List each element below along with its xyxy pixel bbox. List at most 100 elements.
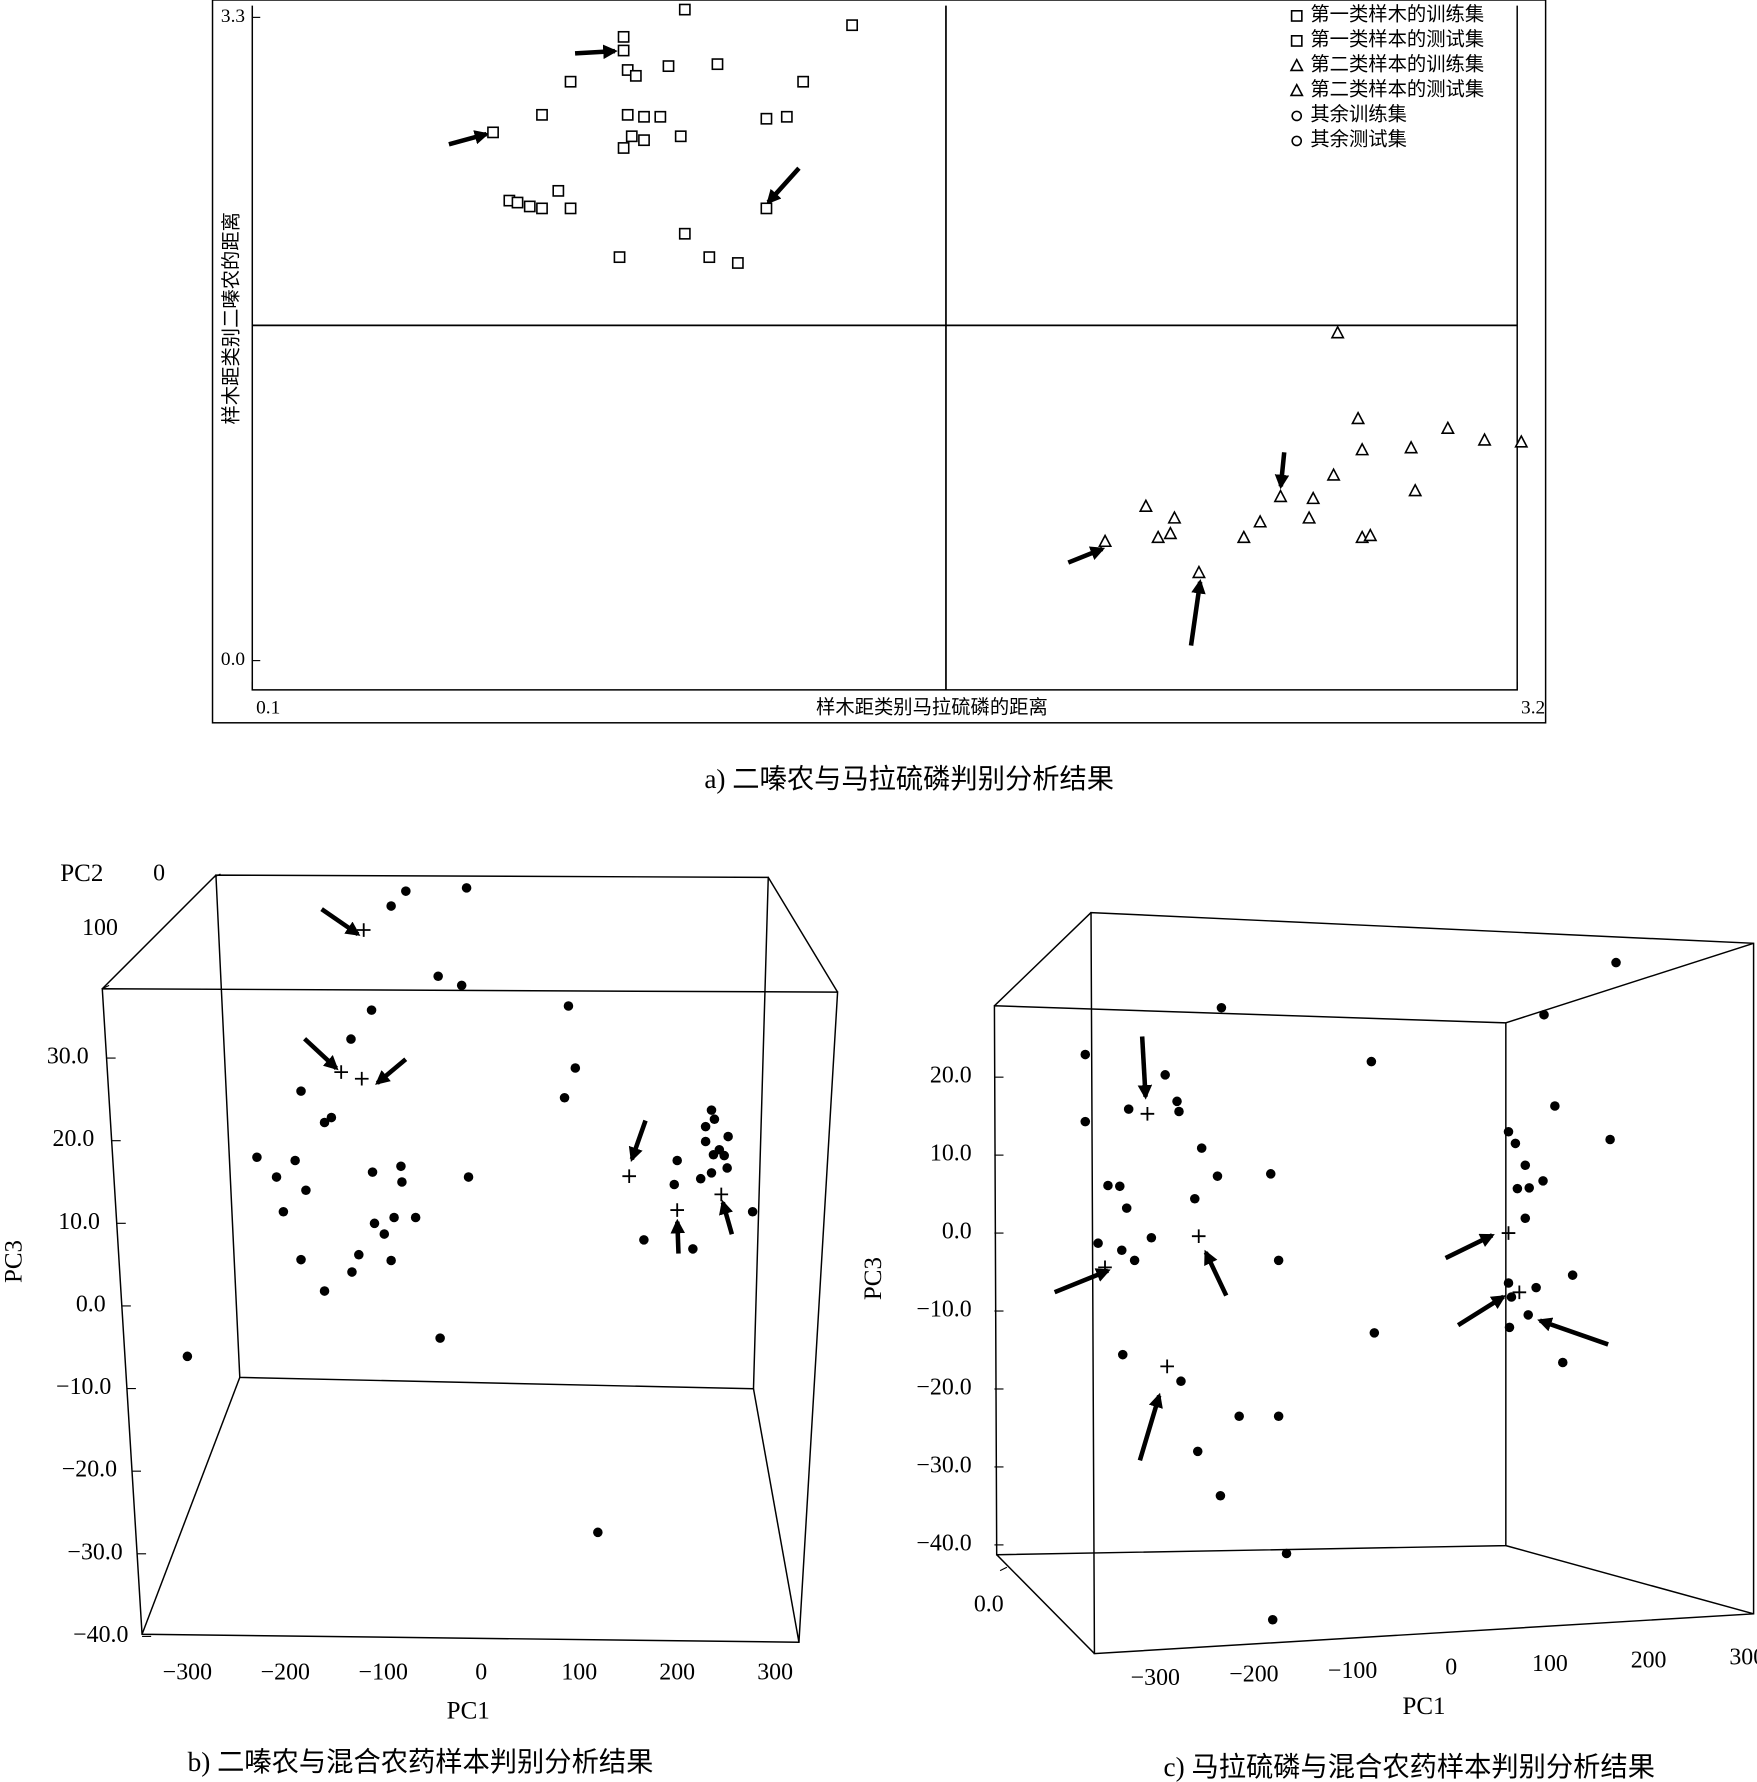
- point: [1404, 440, 1419, 454]
- point: [301, 1185, 311, 1196]
- point: [296, 1254, 306, 1265]
- point: [1176, 1376, 1186, 1386]
- point: [1098, 533, 1113, 548]
- point: [1253, 514, 1268, 528]
- point: [621, 108, 634, 121]
- point: [369, 1218, 380, 1229]
- point: [1129, 1255, 1140, 1266]
- y-axis-title: 样木距类别二嗪农的距离: [220, 212, 242, 424]
- point: [564, 75, 577, 88]
- point: [674, 130, 687, 143]
- point: [1146, 1232, 1157, 1243]
- x-tick-label: 300: [1729, 1644, 1757, 1670]
- point: [613, 251, 626, 264]
- caption: b) 二嗪农与混合农药样本判别分析结果: [188, 1747, 654, 1777]
- point: [1080, 1116, 1091, 1127]
- point: [760, 202, 773, 215]
- point: [366, 1005, 377, 1015]
- point: [278, 1206, 289, 1217]
- point: [1503, 1126, 1514, 1137]
- point: [319, 1286, 330, 1296]
- point: [722, 1163, 732, 1173]
- point: [709, 1114, 720, 1124]
- point: [1503, 1278, 1514, 1288]
- y-tick-label: −30.0: [68, 1539, 123, 1565]
- point: [1281, 1548, 1292, 1559]
- point: [570, 1063, 581, 1073]
- point: [1117, 1349, 1128, 1360]
- x-tick-label: 200: [659, 1660, 695, 1686]
- point: [669, 1179, 680, 1190]
- x-tick-label: −200: [1229, 1661, 1278, 1687]
- point: [638, 134, 650, 147]
- point: [1273, 488, 1288, 503]
- caption: c) 马拉硫磷与混合农药样本判别分析结果: [1163, 1752, 1655, 1782]
- y-tick-label: 10.0: [930, 1141, 972, 1167]
- x-tick-label: −100: [359, 1660, 408, 1686]
- point: [846, 19, 859, 32]
- point: [617, 142, 630, 154]
- y-tick-label: −20.0: [916, 1374, 971, 1400]
- y-tick-label: −30.0: [916, 1452, 971, 1478]
- legend-label: 第一类样木的训练集: [1310, 3, 1484, 25]
- panel-c-box: [993, 911, 1755, 1655]
- legend-marker: [1290, 10, 1303, 22]
- point: [617, 30, 630, 43]
- x-tick-label: −100: [1328, 1658, 1377, 1684]
- point: [461, 883, 472, 893]
- y-tick-label: 20.0: [53, 1126, 95, 1152]
- point: [326, 1112, 337, 1123]
- point: [1190, 1193, 1200, 1204]
- point: [563, 1001, 574, 1011]
- point: [334, 1065, 349, 1079]
- point: [511, 196, 524, 209]
- point: [747, 1206, 758, 1217]
- point: [1212, 1171, 1223, 1181]
- point: [703, 251, 716, 264]
- x-tick-label: 300: [757, 1660, 793, 1686]
- point: [1611, 957, 1621, 968]
- y-tick-label: 0.0: [942, 1219, 972, 1245]
- y-axis-title: PC3: [1, 1240, 28, 1283]
- y-tick-label: 30.0: [47, 1044, 89, 1070]
- point: [252, 1152, 262, 1162]
- legend-label: 第一类样本的测试集: [1310, 28, 1484, 50]
- point: [367, 1167, 378, 1177]
- point: [1605, 1134, 1615, 1145]
- point: [552, 184, 565, 197]
- point: [1160, 1359, 1174, 1374]
- point: [536, 108, 548, 121]
- point: [662, 60, 675, 73]
- point: [638, 110, 650, 123]
- point: [354, 1071, 369, 1086]
- point: [319, 1117, 330, 1128]
- point: [397, 1177, 407, 1187]
- legend-marker: [1291, 135, 1303, 147]
- point: [1174, 1106, 1184, 1117]
- point: [700, 1121, 711, 1132]
- panel-a-axes: [251, 5, 1518, 691]
- point: [536, 202, 548, 215]
- legend-marker: [1289, 57, 1304, 72]
- point: [1117, 1245, 1127, 1255]
- point: [1539, 1010, 1549, 1020]
- point: [1273, 1255, 1284, 1266]
- point: [1512, 1183, 1523, 1194]
- legend-label: 第二类样本的训练集: [1310, 53, 1484, 75]
- point: [1273, 1411, 1284, 1422]
- point: [688, 1244, 698, 1254]
- x-tick-label: −200: [261, 1660, 310, 1686]
- point: [1351, 410, 1366, 425]
- y-tick-label: −20.0: [62, 1457, 117, 1483]
- y-tick-label: 0.0: [76, 1291, 106, 1317]
- point: [654, 110, 667, 123]
- point: [706, 1105, 717, 1115]
- point: [678, 3, 691, 16]
- y-tick-label: 20.0: [930, 1063, 972, 1089]
- point: [1330, 325, 1345, 339]
- point: [1524, 1183, 1534, 1193]
- point: [700, 1136, 711, 1147]
- point: [379, 1229, 390, 1239]
- point: [1504, 1322, 1515, 1333]
